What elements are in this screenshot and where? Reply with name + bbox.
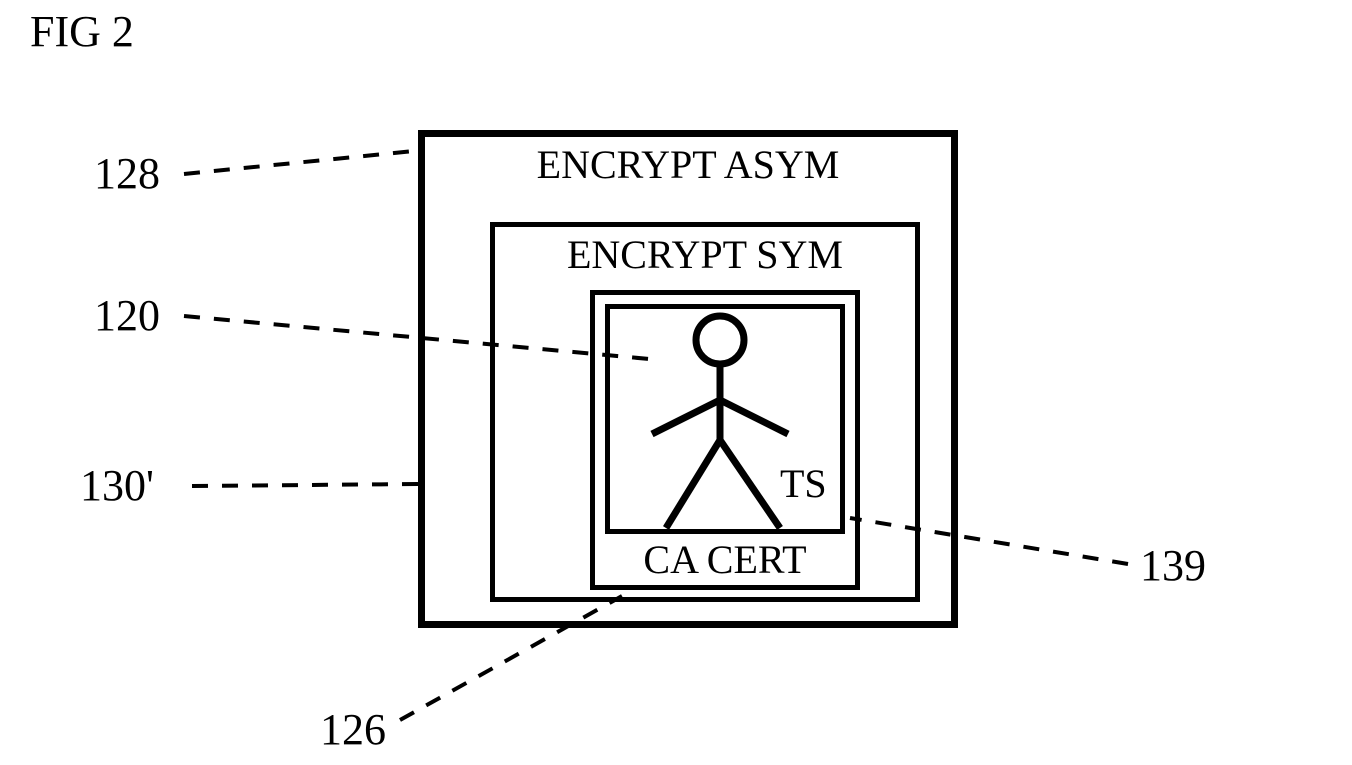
encrypt-sym-label: ENCRYPT SYM bbox=[495, 231, 915, 278]
leader-130 bbox=[192, 484, 420, 486]
ref-126: 126 bbox=[320, 704, 386, 755]
ca-cert-label: CA CERT bbox=[595, 536, 855, 583]
ref-120: 120 bbox=[94, 290, 160, 341]
figure-title: FIG 2 bbox=[30, 6, 134, 57]
ref-139: 139 bbox=[1140, 540, 1206, 591]
ref-130: 130' bbox=[80, 460, 154, 511]
ref-128: 128 bbox=[94, 148, 160, 199]
ts-label: TS bbox=[780, 460, 827, 507]
leader-128 bbox=[184, 150, 424, 174]
encrypt-asym-label: ENCRYPT ASYM bbox=[425, 141, 951, 188]
